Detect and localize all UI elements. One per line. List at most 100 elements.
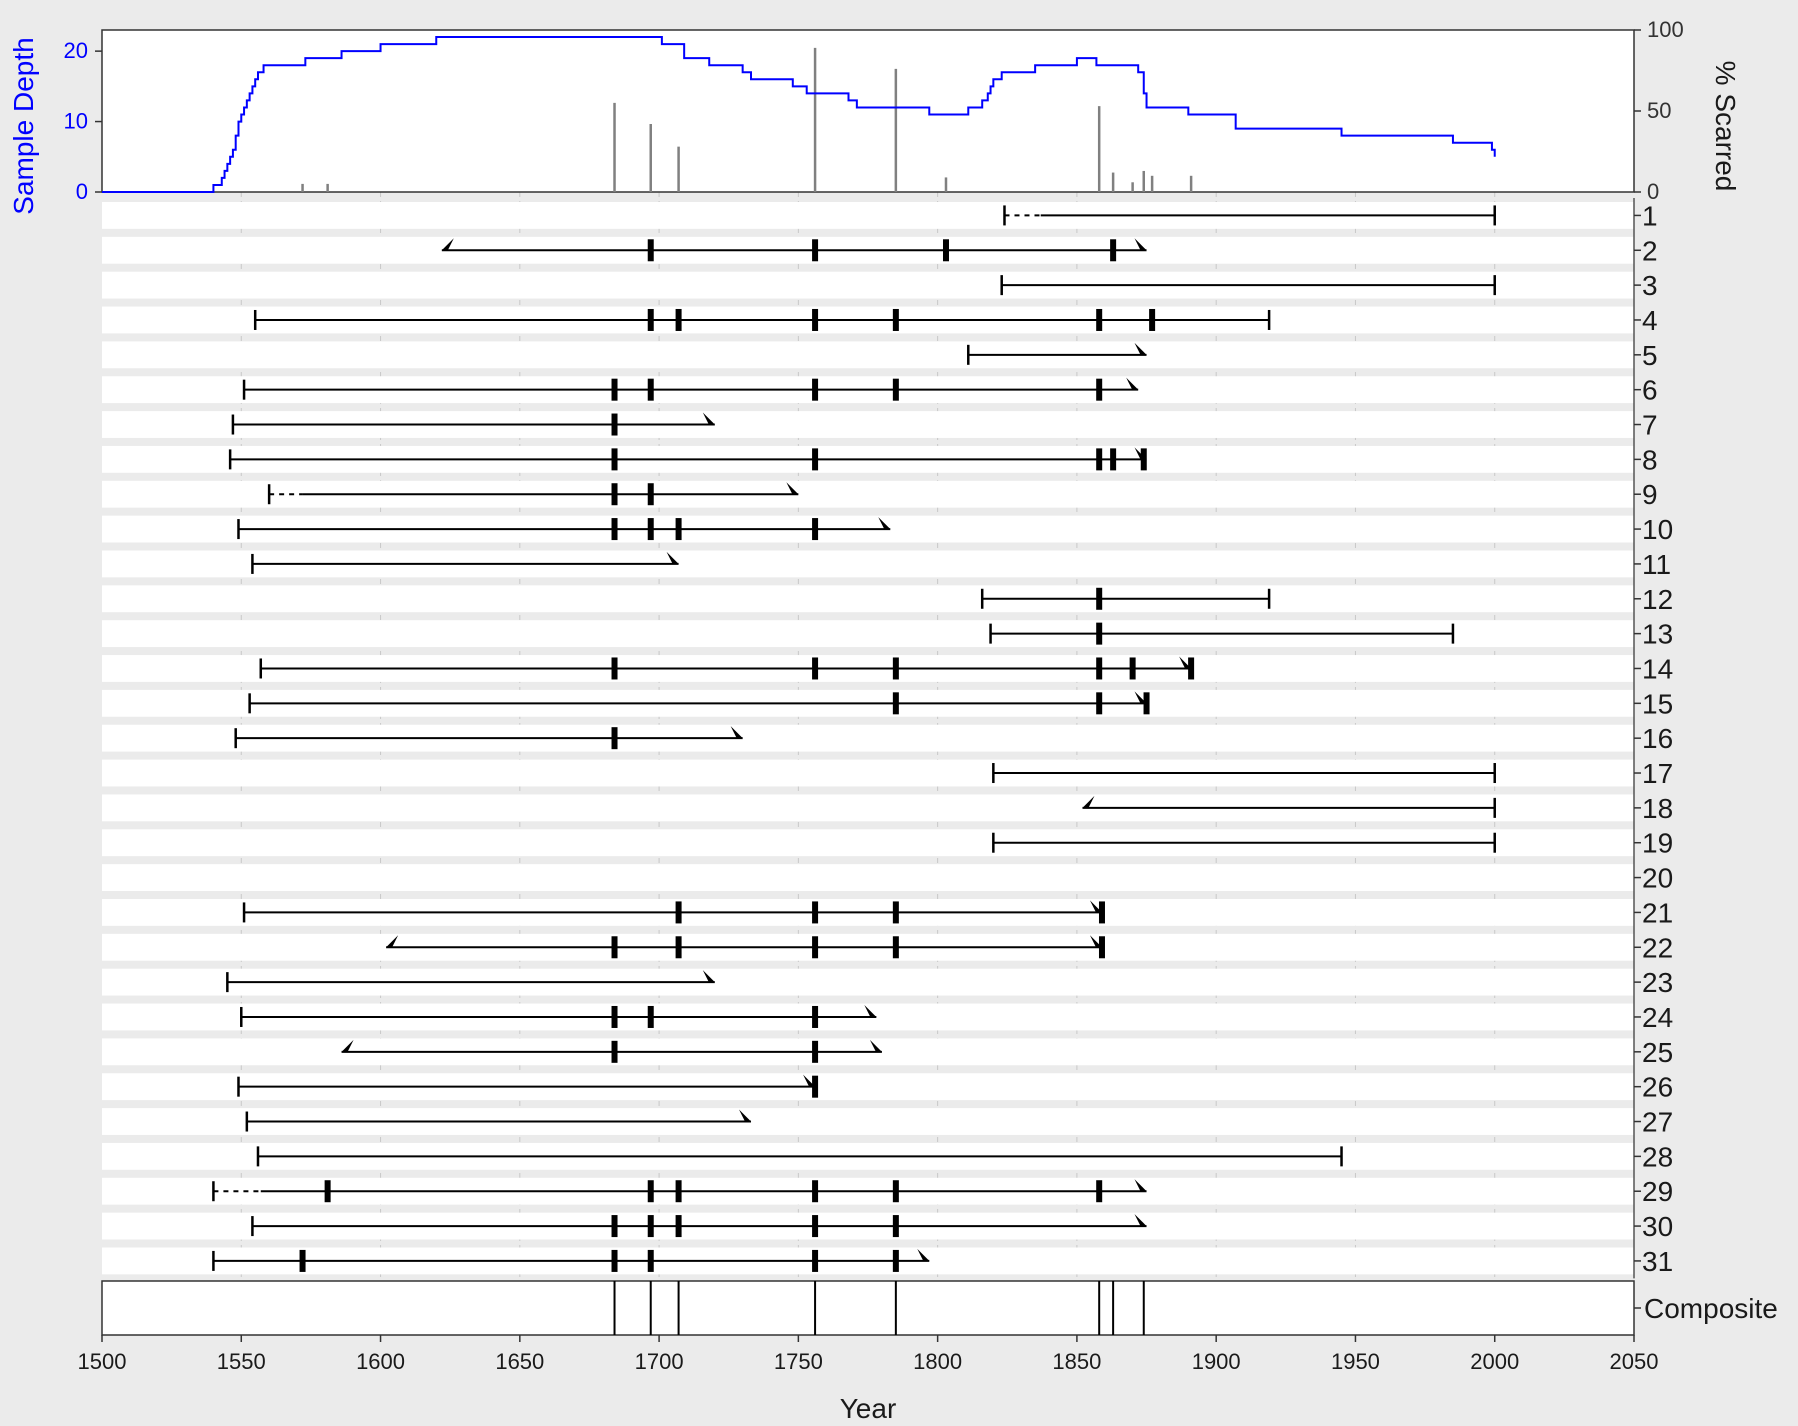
series-fire-scar: [611, 1005, 618, 1028]
series-fire-scar: [812, 308, 819, 331]
composite-panel: Composite: [101, 1280, 1778, 1336]
series-outer-marker: [786, 482, 799, 495]
series-fire-scar: [812, 448, 819, 471]
sample-depth-tick-label: 10: [64, 109, 88, 134]
series-outer-marker: [1134, 1179, 1147, 1192]
series-outer-marker: [730, 726, 743, 739]
series-label: 17: [1642, 758, 1673, 789]
series-fire-scar: [1129, 657, 1136, 680]
series-fire-scar: [647, 239, 654, 262]
x-axis-label: Year: [840, 1393, 897, 1424]
sample-depth-tick-label: 20: [64, 38, 88, 63]
series-label: 23: [1642, 967, 1673, 998]
series-label: 29: [1642, 1176, 1673, 1207]
series-label: 28: [1642, 1141, 1673, 1172]
series-fire-scar: [1110, 448, 1117, 471]
series-panel: 1234567891011121314151617181920212223242…: [102, 198, 1673, 1279]
series-fire-scar: [1098, 936, 1105, 959]
series-fire-scar: [675, 901, 682, 924]
x-tick-label: 1650: [495, 1349, 544, 1374]
sample-depth-panel: 0 10 20 Sample Depth 0 50 100 % Scarred: [8, 17, 1741, 215]
series-label: 12: [1642, 584, 1673, 615]
series-fire-scar: [647, 1215, 654, 1238]
series-fire-scar: [675, 936, 682, 959]
series-fire-scar: [647, 1180, 654, 1203]
series-fire-scar: [812, 1249, 819, 1272]
series-fire-scar: [1188, 657, 1195, 680]
series-fire-scar: [892, 308, 899, 331]
series-fire-scar: [675, 308, 682, 331]
series-fire-scar: [1143, 692, 1150, 715]
series-fire-scar: [611, 448, 618, 471]
series-fire-scar: [812, 1040, 819, 1063]
series-fire-scar: [1096, 622, 1103, 645]
series-label: 9: [1642, 479, 1658, 510]
series-outer-marker: [1134, 1214, 1147, 1227]
series-fire-scar: [892, 1249, 899, 1272]
series-fire-scar: [299, 1249, 306, 1272]
series-row-band: [102, 585, 1634, 613]
series-fire-scar: [647, 1005, 654, 1028]
composite-label: Composite: [1644, 1293, 1778, 1324]
series-label: 11: [1642, 549, 1671, 580]
series-label: 6: [1642, 375, 1658, 406]
x-tick-label: 1850: [1052, 1349, 1101, 1374]
series-outer-marker: [1134, 238, 1147, 251]
series-fire-scar: [324, 1180, 331, 1203]
series-fire-scar: [812, 1075, 819, 1098]
series-fire-scar: [611, 413, 618, 436]
series-fire-scar: [611, 1215, 618, 1238]
series-row-band: [102, 341, 1634, 369]
series-inner-marker: [386, 935, 399, 948]
series-label: 22: [1642, 932, 1673, 963]
x-tick-label: 1950: [1331, 1349, 1380, 1374]
series-fire-scar: [611, 483, 618, 506]
series-fire-scar: [1110, 239, 1117, 262]
series-inner-marker: [441, 238, 454, 251]
series-label: 5: [1642, 340, 1658, 371]
series-label: 26: [1642, 1072, 1673, 1103]
series-label: 13: [1642, 619, 1673, 650]
series-fire-scar: [812, 901, 819, 924]
series-fire-scar: [1096, 692, 1103, 715]
sample-depth-panel-bg: [101, 29, 1635, 193]
series-fire-scar: [892, 1180, 899, 1203]
series-fire-scar: [942, 239, 949, 262]
series-fire-scar: [647, 378, 654, 401]
x-tick-label: 1750: [774, 1349, 823, 1374]
series-label: 20: [1642, 863, 1673, 894]
series-label: 10: [1642, 514, 1673, 545]
percent-scarred-tick-label: 100: [1647, 17, 1684, 42]
series-fire-scar: [892, 1215, 899, 1238]
series-fire-scar: [812, 1180, 819, 1203]
series-fire-scar: [892, 692, 899, 715]
series-fire-scar: [647, 308, 654, 331]
series-label: 31: [1642, 1246, 1673, 1277]
series-fire-scar: [611, 1040, 618, 1063]
series-label: 27: [1642, 1107, 1673, 1138]
series-fire-scar: [1096, 378, 1103, 401]
series-inner-marker: [1082, 795, 1095, 808]
series-fire-scar: [675, 1180, 682, 1203]
x-tick-label: 1800: [913, 1349, 962, 1374]
series-fire-scar: [812, 1215, 819, 1238]
series-label: 2: [1642, 235, 1658, 266]
series-fire-scar: [611, 518, 618, 541]
series-fire-scar: [1096, 587, 1103, 610]
series-fire-scar: [647, 1249, 654, 1272]
series-fire-scar: [1140, 448, 1147, 471]
series-outer-marker: [878, 517, 891, 530]
series-label: 14: [1642, 653, 1673, 684]
series-fire-scar: [611, 727, 618, 750]
series-row-band: [102, 864, 1634, 891]
axes: 1500 1550 1600 1650 1700 1750 1800 1850 1900 1950…: [78, 1335, 1658, 1424]
series-fire-scar: [611, 378, 618, 401]
percent-scarred-tick-label: 0: [1647, 179, 1659, 204]
composite-panel-bg: [101, 1280, 1635, 1336]
series-fire-scar: [647, 518, 654, 541]
sample-depth-axis-label: Sample Depth: [8, 37, 39, 214]
series-label: 4: [1642, 305, 1658, 336]
series-outer-marker: [917, 1248, 930, 1261]
series-fire-scar: [812, 239, 819, 262]
series-fire-scar: [892, 901, 899, 924]
